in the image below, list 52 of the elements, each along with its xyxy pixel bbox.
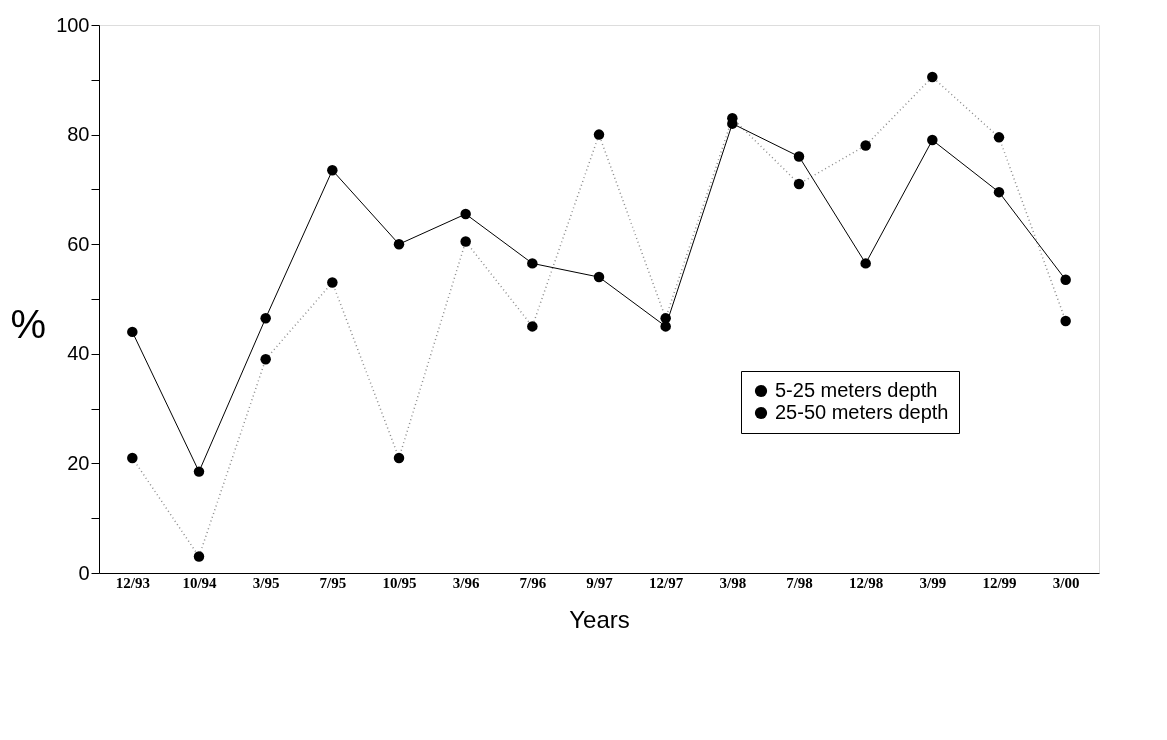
y-tick-label: 0	[78, 561, 90, 584]
point	[460, 208, 471, 220]
point	[193, 551, 205, 562]
point	[327, 277, 338, 288]
point	[327, 164, 338, 176]
point	[260, 312, 271, 324]
x-tick-label: 10/94	[182, 574, 218, 591]
x-tick-label: 3/96	[452, 574, 480, 591]
legend-label: 5-25 meters depth	[775, 379, 938, 401]
legend-label: 25-50 meters depth	[775, 401, 949, 423]
point	[993, 132, 1005, 143]
y-tick-label: 20	[67, 451, 90, 474]
point	[927, 134, 938, 146]
point	[527, 258, 538, 269]
y-tick-label: 60	[67, 232, 90, 255]
y-tick-label: 80	[67, 123, 90, 146]
point	[127, 326, 138, 338]
point	[593, 271, 605, 283]
x-tick-label: 12/99	[982, 574, 1017, 591]
x-tick-label: 3/98	[719, 574, 747, 591]
point	[460, 236, 471, 247]
y-tick-label: 100	[56, 13, 90, 36]
x-tick-label: 3/99	[919, 574, 947, 591]
point	[393, 452, 405, 464]
x-tick-label: 12/93	[115, 574, 150, 591]
point	[927, 71, 938, 83]
point	[793, 178, 805, 190]
point	[260, 354, 271, 365]
point	[593, 129, 605, 140]
point	[1060, 315, 1071, 327]
y-axis-title: %	[10, 301, 47, 346]
x-tick-label: 12/98	[849, 574, 884, 591]
point	[860, 140, 871, 151]
point	[860, 258, 871, 269]
point	[993, 186, 1005, 198]
point	[393, 238, 405, 250]
point	[193, 466, 205, 477]
y-tick-label: 40	[67, 342, 90, 365]
point	[660, 312, 671, 324]
x-tick-label: 7/98	[786, 574, 813, 591]
x-tick-label: 12/97	[649, 574, 684, 591]
point	[127, 452, 138, 464]
x-tick-label: 10/95	[382, 574, 417, 591]
point	[527, 321, 538, 332]
x-tick-label: 7/95	[319, 574, 347, 591]
x-tick-label: 3/95	[252, 574, 280, 591]
point	[793, 151, 805, 162]
x-axis-title: Years	[569, 605, 630, 633]
x-tick-label: 3/00	[1052, 574, 1080, 591]
point	[1060, 274, 1071, 286]
x-tick-label: 7/96	[519, 574, 547, 591]
x-tick-label: 9/97	[586, 574, 614, 591]
